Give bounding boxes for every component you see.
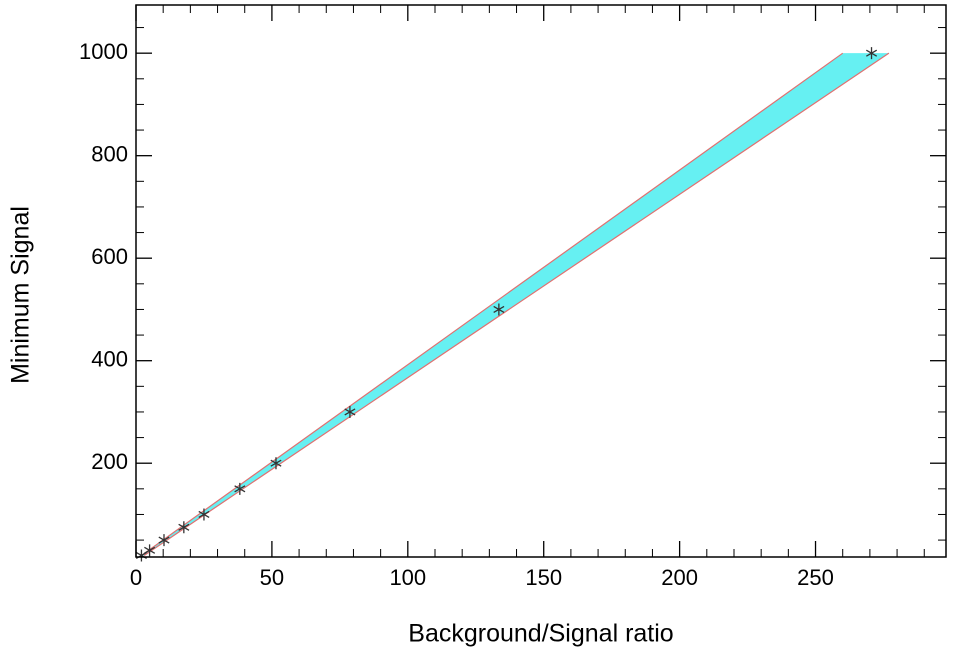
data-point <box>270 457 282 470</box>
y-tick-label: 400 <box>91 347 128 372</box>
data-point <box>144 544 156 557</box>
x-tick-label: 200 <box>661 565 698 590</box>
x-tick-label: 250 <box>797 565 834 590</box>
band-edge <box>143 52 890 556</box>
data-point <box>866 47 878 60</box>
y-axis-label: Minimum Signal <box>7 206 35 384</box>
x-tick-label: 0 <box>130 565 142 590</box>
y-tick-label: 200 <box>91 449 128 474</box>
data-point <box>198 508 210 521</box>
data-point <box>344 405 356 418</box>
data-point <box>178 521 190 534</box>
plot-frame <box>135 4 947 558</box>
data-point <box>493 303 505 316</box>
x-axis-label: Background/Signal ratio <box>408 620 673 648</box>
y-tick-label: 600 <box>91 244 128 269</box>
y-tick-label: 1000 <box>79 39 128 64</box>
y-tick-label: 800 <box>91 141 128 166</box>
x-tick-label: 150 <box>525 565 562 590</box>
data-point <box>158 534 170 547</box>
band-edge <box>141 52 844 556</box>
x-tick-label: 50 <box>260 565 284 590</box>
data-point <box>234 482 246 495</box>
x-tick-label: 100 <box>389 565 426 590</box>
